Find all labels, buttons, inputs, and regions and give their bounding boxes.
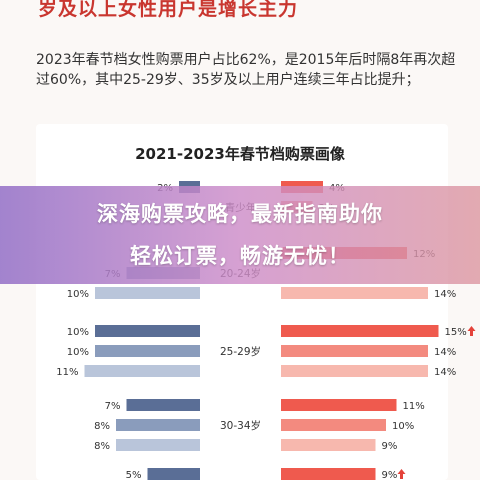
promo-banner [0, 186, 480, 284]
increase-arrow-icon [397, 469, 406, 479]
page-title: 岁及以上女性用户是增长主力 [38, 0, 299, 20]
left-bar [116, 439, 200, 451]
right-value-label: 14% [434, 367, 456, 378]
right-bar [281, 468, 376, 480]
right-value-label: 15% [445, 327, 467, 338]
right-bar [281, 419, 386, 431]
chart-title: 2021-2023年春节档购票画像 [135, 145, 345, 163]
left-value-label: 10% [67, 327, 89, 338]
right-bar [281, 325, 439, 337]
promo-line-2: 轻松订票，畅游无忧！ [130, 244, 350, 268]
right-bar [281, 287, 428, 299]
left-bar [95, 287, 200, 299]
left-value-label: 10% [67, 289, 89, 300]
right-bar [281, 439, 376, 451]
promo-line-1: 深海购票攻略，最新指南助你 [97, 202, 383, 226]
right-bar [281, 399, 397, 411]
left-bar [95, 345, 200, 357]
left-bar [84, 365, 200, 377]
left-value-label: 5% [126, 470, 142, 480]
category-label: 25-29岁 [220, 345, 261, 358]
left-bar [95, 325, 200, 337]
right-value-label: 14% [434, 289, 456, 300]
left-value-label: 8% [94, 421, 110, 432]
right-bar [281, 345, 428, 357]
right-value-label: 9% [382, 441, 398, 452]
left-value-label: 10% [67, 347, 89, 358]
increase-arrow-icon [467, 326, 476, 336]
left-value-label: 8% [94, 441, 110, 452]
right-value-label: 11% [403, 401, 425, 412]
right-value-label: 14% [434, 347, 456, 358]
left-bar [126, 399, 200, 411]
right-bar [281, 365, 428, 377]
intro-text: 2023年春节档女性购票用户占比62%，是2015年后时隔8年再次超过60%，其… [36, 52, 456, 88]
right-value-label: 9% [382, 470, 398, 480]
left-bar [147, 468, 200, 480]
right-value-label: 10% [392, 421, 414, 432]
category-label: 30-34岁 [220, 419, 261, 432]
left-value-label: 11% [56, 367, 78, 378]
left-value-label: 7% [105, 401, 121, 412]
left-bar [116, 419, 200, 431]
